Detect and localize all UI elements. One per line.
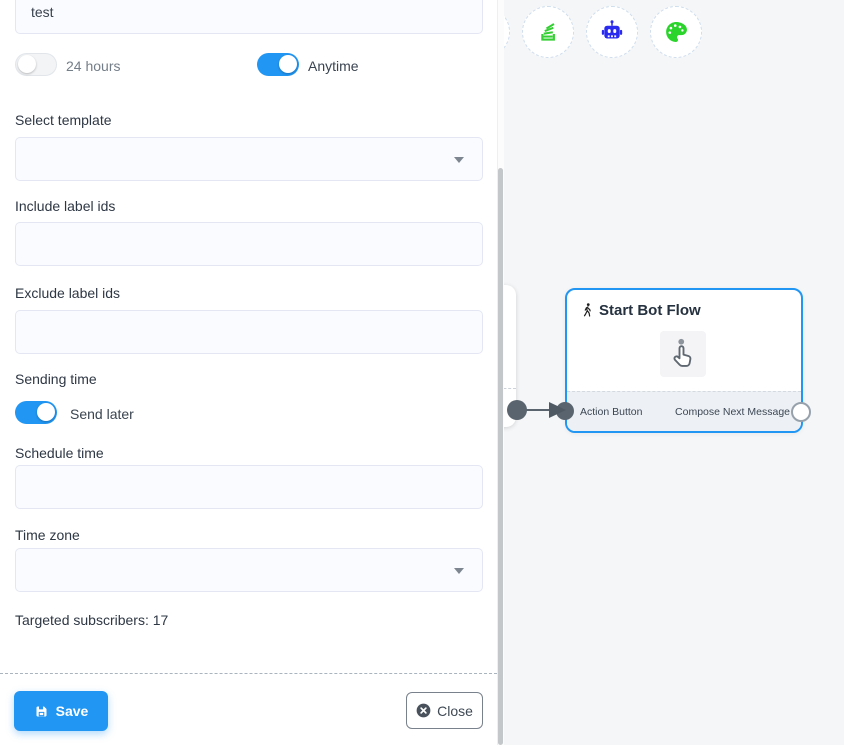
close-button[interactable]: Close <box>406 692 483 729</box>
x-circle-icon <box>416 703 431 718</box>
chevron-down-icon <box>454 157 464 163</box>
tool-button-stack[interactable] <box>522 6 574 58</box>
include-label-ids-label: Include label ids <box>15 198 116 214</box>
compose-next-message-port-label: Compose Next Message <box>675 405 790 418</box>
connection-source-handle[interactable] <box>507 400 527 420</box>
connection-line <box>525 408 551 411</box>
node-title: Start Bot Flow <box>599 302 701 319</box>
targeted-subscribers-text: Targeted subscribers: 17 <box>15 612 169 628</box>
start-bot-flow-node[interactable]: Start Bot Flow Action Button Compose Nex… <box>556 288 811 433</box>
hidden-tool-button[interactable] <box>503 6 510 58</box>
save-button-label: Save <box>55 703 89 719</box>
time-zone-dropdown[interactable] <box>15 548 483 592</box>
toggle-knob <box>18 55 36 73</box>
hidden-flow-node[interactable] <box>503 285 516 427</box>
24-hours-toggle[interactable] <box>15 53 57 76</box>
palette-icon <box>663 19 689 45</box>
include-label-ids-input[interactable] <box>15 222 483 266</box>
hidden-node-divider <box>503 388 516 389</box>
node-output-port[interactable] <box>791 402 811 422</box>
node-footer: Action Button Compose Next Message <box>567 391 801 431</box>
connection-arrowhead-icon <box>549 402 566 418</box>
toggle-knob <box>37 403 55 421</box>
panel-scrollbar-thumb[interactable] <box>498 168 503 745</box>
footer-divider <box>0 673 497 674</box>
24-hours-label: 24 hours <box>66 58 121 74</box>
time-zone-label: Time zone <box>15 527 80 543</box>
schedule-time-label: Schedule time <box>15 445 104 461</box>
save-button[interactable]: Save <box>14 691 108 731</box>
floppy-disk-icon <box>34 704 49 719</box>
chevron-down-icon <box>454 568 464 574</box>
exclude-label-ids-input[interactable] <box>15 310 483 354</box>
hand-pointer-icon <box>668 336 698 372</box>
anytime-toggle[interactable] <box>257 53 299 76</box>
close-button-label: Close <box>437 702 473 719</box>
tool-button-palette[interactable] <box>650 6 702 58</box>
robot-icon <box>599 19 625 45</box>
select-template-dropdown[interactable] <box>15 137 483 181</box>
campaign-name-input[interactable] <box>15 0 483 34</box>
anytime-label: Anytime <box>308 58 359 74</box>
exclude-label-ids-label: Exclude label ids <box>15 285 121 301</box>
flow-canvas[interactable]: Start Bot Flow Action Button Compose Nex… <box>503 0 844 745</box>
toggle-knob <box>279 55 297 73</box>
select-template-label: Select template <box>15 112 112 128</box>
campaign-form-panel: 24 hours Anytime Select template Include… <box>0 0 497 731</box>
tool-button-bot[interactable] <box>586 6 638 58</box>
walking-person-icon <box>580 302 595 319</box>
sending-time-label: Sending time <box>15 371 97 387</box>
send-later-toggle[interactable] <box>15 401 57 424</box>
stack-icon <box>535 19 561 45</box>
schedule-time-input[interactable] <box>15 465 483 509</box>
node-title-row: Start Bot Flow <box>580 302 701 319</box>
action-button-port-label: Action Button <box>580 405 643 418</box>
send-later-label: Send later <box>70 406 134 422</box>
node-preview-box <box>660 331 706 377</box>
